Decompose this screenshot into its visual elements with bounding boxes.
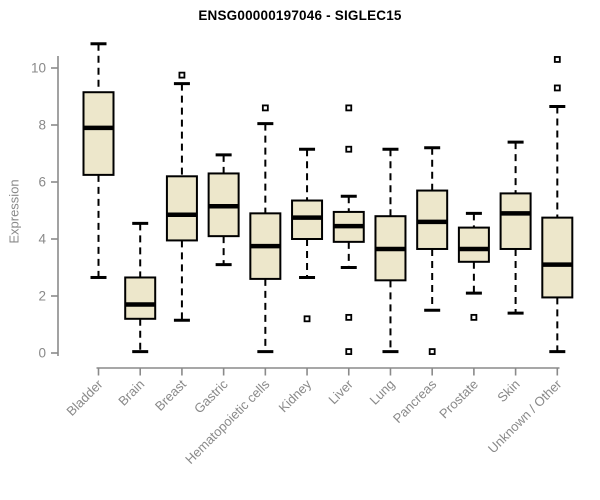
chart-title: ENSG00000197046 - SIGLEC15 xyxy=(198,8,402,23)
outlier-point xyxy=(261,104,269,112)
outlier-point xyxy=(345,145,353,153)
iqr-box xyxy=(82,91,115,176)
boxplot-bladder xyxy=(82,42,115,279)
iqr-box xyxy=(457,226,490,263)
boxplot-skin xyxy=(499,140,532,315)
boxplot-unknown-other xyxy=(541,56,574,354)
outlier-point xyxy=(553,56,561,63)
x-tick-label-breast: Breast xyxy=(152,376,189,413)
x-tick-label-bladder: Bladder xyxy=(63,376,106,419)
iqr-box xyxy=(165,175,198,242)
y-tick-label: 8 xyxy=(38,118,46,133)
x-tick-label-pancreas: Pancreas xyxy=(390,376,440,426)
x-tick-label-lung: Lung xyxy=(367,377,398,408)
x-tick-label-skin: Skin xyxy=(494,377,522,405)
y-tick-label: 2 xyxy=(38,289,46,304)
boxplot-hematopoietic-cells xyxy=(249,104,282,354)
iqr-box xyxy=(124,276,157,320)
boxplot-breast xyxy=(165,71,198,322)
outlier-point xyxy=(345,104,353,112)
outlier-point xyxy=(345,313,353,321)
outlier-point xyxy=(470,313,478,321)
y-tick-label: 0 xyxy=(38,346,46,361)
x-tick-label-brain: Brain xyxy=(115,377,147,409)
iqr-box xyxy=(541,216,574,299)
boxplot-brain xyxy=(124,221,157,354)
outlier-point xyxy=(178,71,186,79)
boxplot-prostate xyxy=(457,211,490,321)
x-tick-label-kidney: Kidney xyxy=(275,376,314,415)
iqr-box xyxy=(499,192,532,250)
x-tick-label-unknown-other: Unknown / Other xyxy=(485,376,565,456)
outlier-point xyxy=(303,315,311,323)
x-tick-label-prostate: Prostate xyxy=(436,377,481,422)
outlier-point xyxy=(428,348,436,355)
y-tick-label: 6 xyxy=(38,175,46,190)
boxplot-pancreas xyxy=(416,146,449,355)
y-tick-label: 4 xyxy=(38,232,46,247)
boxplot-kidney xyxy=(291,147,324,323)
boxplot-lung xyxy=(374,147,407,354)
x-tick-label-gastric: Gastric xyxy=(191,376,231,416)
y-tick-label: 10 xyxy=(31,61,46,76)
outlier-point xyxy=(345,348,353,355)
boxplot-gastric xyxy=(207,153,240,267)
boxplot-liver xyxy=(332,104,365,355)
outlier-point xyxy=(553,84,561,92)
x-tick-label-liver: Liver xyxy=(325,376,356,407)
